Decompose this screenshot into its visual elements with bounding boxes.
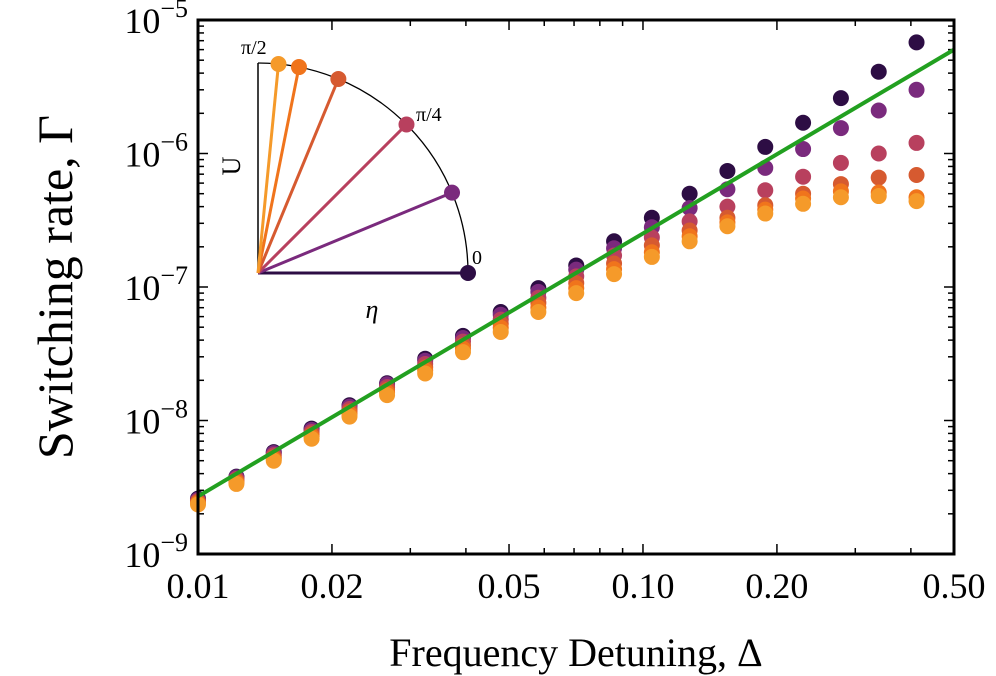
data-point — [454, 344, 471, 361]
y-tick-label: 10−6 — [124, 128, 188, 175]
data-point — [492, 324, 509, 341]
fit-line — [196, 47, 956, 499]
inset-ray-point — [270, 56, 287, 73]
y-tick-label: 10−5 — [124, 0, 188, 41]
y-axis-title: Switching rate, Γ — [27, 115, 83, 459]
data-point — [908, 134, 925, 151]
data-point — [870, 188, 887, 205]
data-point — [606, 266, 623, 283]
data-point — [643, 248, 660, 265]
data-point — [908, 167, 925, 184]
x-axis-title: Frequency Detuning, Δ — [389, 630, 762, 675]
x-tick-label: 0.01 — [167, 566, 230, 606]
data-point — [417, 365, 434, 382]
data-point — [341, 408, 358, 425]
x-tick-label: 0.05 — [478, 566, 541, 606]
inset-ray-point — [444, 184, 461, 201]
data-point — [757, 205, 774, 222]
inset-ray-point — [330, 70, 347, 87]
data-point — [908, 193, 925, 210]
x-tick-label: 0.02 — [300, 566, 363, 606]
main-plot-area: 0.01 0.02 0.05 0.10 0.20 0.50 10−9 10−8 10−7 10−6… — [27, 0, 986, 675]
inset-ray-point — [460, 265, 476, 281]
data-point — [530, 303, 547, 320]
data-point — [795, 141, 812, 158]
series--4 — [190, 134, 925, 509]
data-point — [870, 169, 887, 186]
data-point — [870, 102, 887, 119]
data-point — [832, 154, 849, 171]
data-point — [757, 182, 774, 199]
data-point — [681, 233, 698, 250]
inset-ray-point — [398, 116, 415, 133]
data-point — [757, 138, 774, 155]
plot-frame — [196, 18, 956, 556]
y-tick-label: 10−9 — [124, 528, 188, 575]
data-point — [719, 218, 736, 235]
data-point — [719, 198, 736, 215]
y-tick-label: 10−8 — [124, 395, 188, 442]
data-point — [832, 120, 849, 137]
inset-label-zero: 0 — [472, 247, 482, 269]
x-tick-label: 0.50 — [923, 566, 986, 606]
series--15-32 — [190, 188, 925, 513]
series--8 — [190, 81, 925, 508]
inset-eta-label: η — [366, 295, 379, 324]
data-point — [795, 168, 812, 185]
data-point — [379, 387, 396, 404]
data-point — [795, 195, 812, 212]
x-tick-label: 0.10 — [611, 566, 674, 606]
y-tick-label: 10−7 — [124, 261, 188, 308]
inset-ray — [256, 63, 280, 274]
data-point — [870, 63, 887, 80]
data-point — [832, 189, 849, 206]
data-point — [228, 475, 245, 492]
data-point — [908, 34, 925, 51]
inset-ray — [256, 66, 301, 274]
inset-ray — [256, 123, 408, 275]
data-point — [908, 81, 925, 98]
data-point — [681, 185, 698, 202]
inset-angle-diagram: π/2 π/4 0 η U — [217, 37, 482, 324]
inset-ray — [256, 78, 340, 274]
x-tick-label: 0.20 — [745, 566, 808, 606]
data-point — [719, 162, 736, 179]
data-point — [303, 430, 320, 447]
inset-label-pi-half: π/2 — [241, 37, 267, 59]
inset-u-label: U — [217, 156, 246, 175]
inset-label-pi-quarter: π/4 — [416, 104, 442, 126]
data-point — [568, 285, 585, 302]
inset-ray — [257, 191, 453, 275]
series--3-8 — [190, 167, 925, 511]
data-point — [870, 145, 887, 162]
data-point — [795, 114, 812, 131]
inset-ray-point — [290, 59, 307, 76]
data-point — [832, 90, 849, 107]
data-point — [265, 452, 282, 469]
